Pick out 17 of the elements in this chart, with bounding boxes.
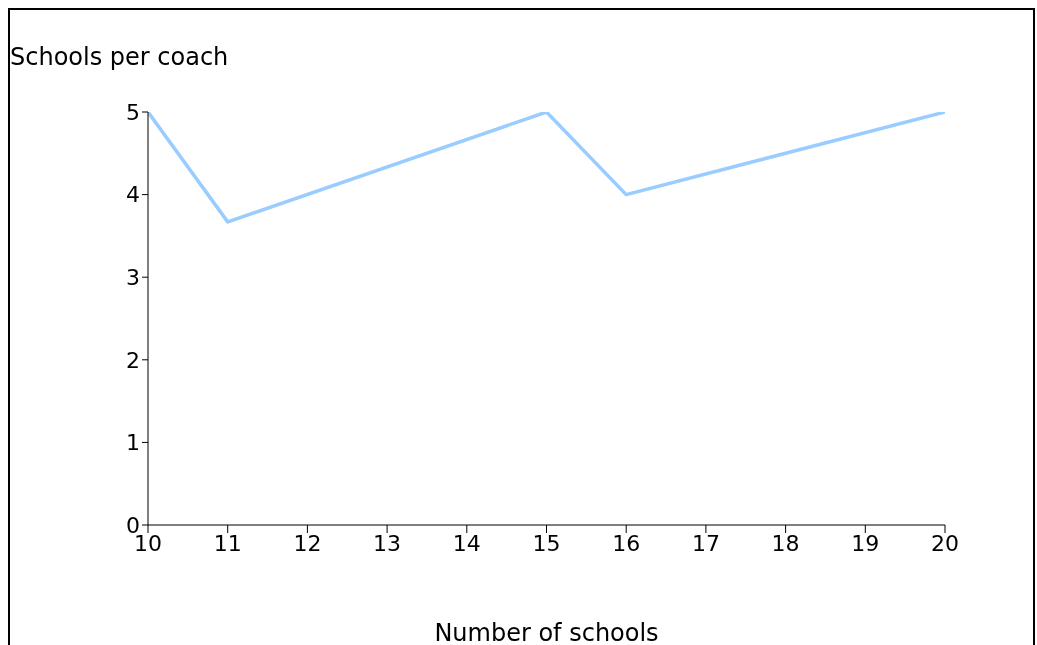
x-tick-label: 17 [691, 530, 720, 556]
y-axis-title: Schools per coach [10, 43, 229, 71]
x-tick-label: 18 [771, 530, 800, 556]
x-tick-label: 20 [931, 530, 959, 556]
x-tick-label: 11 [213, 530, 242, 556]
x-tick-label: 19 [851, 530, 880, 556]
x-tick-label: 15 [532, 530, 561, 556]
x-tick-label: 16 [612, 530, 641, 556]
x-tick-label: 13 [373, 530, 402, 556]
y-tick-label: 4 [126, 182, 140, 208]
y-tick-label: 2 [126, 347, 140, 373]
x-axis-title: Number of schools [434, 619, 659, 645]
y-tick-label: 1 [126, 430, 140, 456]
y-tick-label: 3 [126, 265, 140, 291]
x-tick-label: 12 [293, 530, 322, 556]
x-tick-label: 14 [452, 530, 481, 556]
y-tick-label: 5 [126, 99, 140, 125]
